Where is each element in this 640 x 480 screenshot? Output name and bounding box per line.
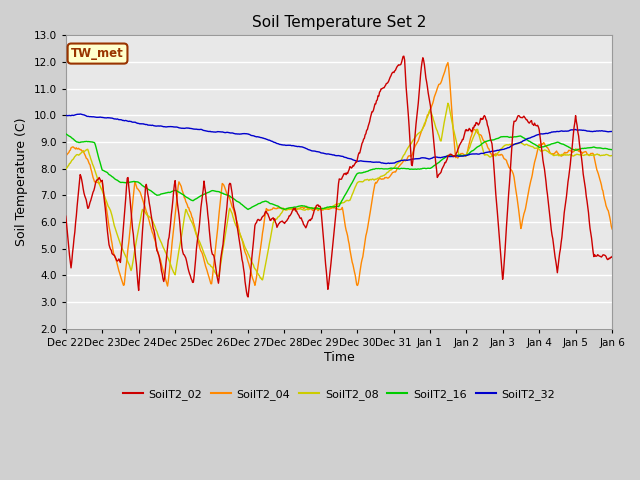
Y-axis label: Soil Temperature (C): Soil Temperature (C) bbox=[15, 118, 28, 246]
Title: Soil Temperature Set 2: Soil Temperature Set 2 bbox=[252, 15, 426, 30]
X-axis label: Time: Time bbox=[323, 350, 355, 364]
Text: TW_met: TW_met bbox=[71, 47, 124, 60]
Legend: SoilT2_02, SoilT2_04, SoilT2_08, SoilT2_16, SoilT2_32: SoilT2_02, SoilT2_04, SoilT2_08, SoilT2_… bbox=[118, 384, 559, 404]
